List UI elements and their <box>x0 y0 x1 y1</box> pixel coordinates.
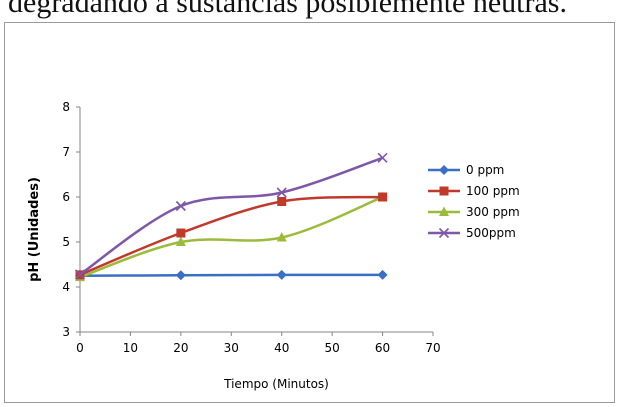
data-point <box>377 152 388 163</box>
data-point <box>276 187 287 198</box>
x-tick-label: 20 <box>173 341 188 355</box>
marker-stroke <box>377 152 388 163</box>
marker-stroke <box>74 269 86 280</box>
data-point <box>175 236 186 246</box>
series-300-ppm <box>75 191 388 282</box>
series-line <box>79 156 383 276</box>
x-tick-label: 60 <box>375 341 390 355</box>
legend-marker <box>439 186 449 196</box>
legend-label: 300 ppm <box>466 205 520 219</box>
y-tick-label: 7 <box>62 145 70 159</box>
legend-item: 100 ppm <box>428 184 520 198</box>
x-tick-label: 30 <box>224 341 239 355</box>
y-tick-label: 3 <box>62 325 70 339</box>
legend-item: 0 ppm <box>428 163 504 177</box>
legend-label: 0 ppm <box>466 163 504 177</box>
data-point <box>276 269 287 280</box>
y-tick-label: 6 <box>62 190 70 204</box>
page-caption: degradando a sustancias posiblemente neu… <box>8 0 567 19</box>
chart-series <box>74 152 388 282</box>
x-tick-label: 0 <box>76 341 84 355</box>
y-axis-title: pH (Unidades) <box>27 177 42 282</box>
data-point <box>277 197 287 206</box>
x-tick-label: 50 <box>325 341 340 355</box>
series-100-ppm <box>75 192 388 280</box>
marker-stroke <box>276 187 287 198</box>
data-point <box>378 192 388 202</box>
series-0-ppm <box>75 269 388 281</box>
series-line <box>79 273 383 277</box>
x-tick-label: 40 <box>274 341 289 355</box>
y-tick-label: 4 <box>62 280 70 294</box>
x-tick-label: 10 <box>123 341 138 355</box>
chart-legend: 0 ppm 100 ppm 300 ppm 500ppm <box>428 163 520 240</box>
legend-marker <box>439 206 449 216</box>
data-point <box>377 269 388 280</box>
data-point <box>176 228 186 238</box>
data-point <box>175 200 186 212</box>
chart-axes: 3 4 5 6 7 8 0 10 20 30 40 50 60 70 <box>62 100 440 355</box>
legend-item: 500ppm <box>428 226 516 240</box>
legend-item: 300 ppm <box>428 205 520 219</box>
legend-marker <box>438 227 450 239</box>
x-axis-title: Tiempo (Minutos) <box>223 377 329 391</box>
y-tick-label: 5 <box>62 235 70 249</box>
marker-stroke <box>175 200 186 212</box>
y-tick-label: 8 <box>62 100 70 114</box>
marker-stroke <box>438 227 450 239</box>
series-line <box>79 195 383 277</box>
legend-marker <box>439 165 449 175</box>
series-500ppm <box>74 152 388 280</box>
legend-label: 100 ppm <box>466 184 520 198</box>
series-line <box>79 195 384 279</box>
legend-label: 500ppm <box>466 226 516 240</box>
x-tick-label: 70 <box>425 341 440 355</box>
data-point <box>74 269 86 280</box>
data-point <box>276 232 287 242</box>
chart-frame <box>4 22 615 403</box>
data-point <box>175 270 186 281</box>
